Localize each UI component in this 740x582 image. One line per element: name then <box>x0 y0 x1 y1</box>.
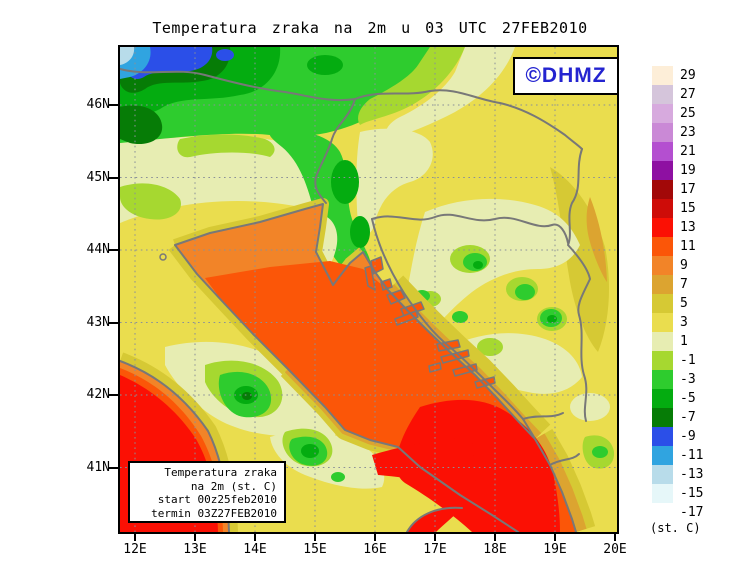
map-plot-area <box>118 45 619 534</box>
legend-label--5: -5 <box>680 390 696 406</box>
legend-swatch-7 <box>652 275 673 294</box>
legend-swatch-11 <box>652 237 673 256</box>
lat-tick-41N <box>109 466 118 469</box>
lon-tick-14E <box>254 534 256 541</box>
lat-tick-42N <box>109 394 118 396</box>
country-borders <box>120 68 591 466</box>
map-title: Temperatura zraka na 2m u 03 UTC 27FEB20… <box>152 19 588 37</box>
legend-swatch-27 <box>652 85 673 104</box>
dhmz-watermark-box: ©DHMZ <box>513 57 619 95</box>
lon-label-16E: 16E <box>363 542 387 557</box>
lat-tick-46N <box>109 104 118 106</box>
legend-swatch--11 <box>652 446 673 465</box>
lon-label-18E: 18E <box>483 542 507 557</box>
legend-swatch-21 <box>652 142 673 161</box>
legend-swatch--13 <box>652 465 673 484</box>
info-box: Temperatura zraka na 2m (st. C) start 00… <box>128 461 286 523</box>
legend-swatch-19 <box>652 161 673 180</box>
temperature-field-map <box>120 47 617 532</box>
legend-label-5: 5 <box>680 295 688 311</box>
info-line-4: termin 03Z27FEB2010 <box>151 506 277 520</box>
lon-tick-13E <box>194 534 196 541</box>
legend-label-7: 7 <box>680 276 688 292</box>
legend-label--11: -11 <box>680 447 704 463</box>
legend-swatch-25 <box>652 104 673 123</box>
legend-label--15: -15 <box>680 485 704 501</box>
legend-label-21: 21 <box>680 143 696 159</box>
legend-label-25: 25 <box>680 105 696 121</box>
lat-label-46N: 46N <box>86 97 110 112</box>
lon-tick-17E <box>434 534 436 541</box>
lon-label-14E: 14E <box>243 542 267 557</box>
lon-label-13E: 13E <box>183 542 207 557</box>
legend-swatch-17 <box>652 180 673 199</box>
legend-label--9: -9 <box>680 428 696 444</box>
legend-label-17: 17 <box>680 181 696 197</box>
legend-swatch--15 <box>652 484 673 503</box>
legend-label--17: -17 <box>680 504 704 520</box>
legend-label--1: -1 <box>680 352 696 368</box>
legend-label-19: 19 <box>680 162 696 178</box>
lon-tick-16E <box>374 534 376 541</box>
legend-swatch-23 <box>652 123 673 142</box>
lon-label-15E: 15E <box>303 542 327 557</box>
lon-label-12E: 12E <box>123 542 147 557</box>
legend-label-13: 13 <box>680 219 696 235</box>
lat-label-44N: 44N <box>86 242 110 257</box>
info-line-2: na 2m (st. C) <box>190 479 277 493</box>
legend-label-27: 27 <box>680 86 696 102</box>
legend-swatch--9 <box>652 427 673 446</box>
legend-label--13: -13 <box>680 466 704 482</box>
lon-label-19E: 19E <box>543 542 567 557</box>
legend-label--7: -7 <box>680 409 696 425</box>
lat-label-41N: 41N <box>86 459 110 475</box>
legend-swatch-15 <box>652 199 673 218</box>
legend-swatch--1 <box>652 351 673 370</box>
legend-label-9: 9 <box>680 257 688 273</box>
dhmz-watermark-label: ©DHMZ <box>525 64 607 87</box>
lat-label-42N: 42N <box>86 387 110 402</box>
legend-unit-label: (st. C) <box>650 521 701 535</box>
lat-label-45N: 45N <box>86 169 110 185</box>
legend-swatch-5 <box>652 294 673 313</box>
info-line-3: start 00z25feb2010 <box>157 493 277 506</box>
legend-label-3: 3 <box>680 314 688 330</box>
legend-swatch-9 <box>652 256 673 275</box>
legend-label-15: 15 <box>680 200 696 216</box>
legend-swatch--3 <box>652 370 673 389</box>
lat-tick-44N <box>109 249 118 251</box>
legend-label-1: 1 <box>680 333 688 349</box>
info-line-1: Temperatura zraka <box>164 466 277 479</box>
lon-label-20E: 20E <box>603 542 627 557</box>
lat-tick-43N <box>109 321 118 324</box>
legend-swatch-3 <box>652 313 673 332</box>
lon-tick-19E <box>554 534 556 541</box>
legend-label-29: 29 <box>680 67 696 83</box>
lon-tick-12E <box>134 534 136 541</box>
legend-label-23: 23 <box>680 124 696 140</box>
lat-tick-45N <box>109 176 118 179</box>
legend-label--3: -3 <box>680 371 696 387</box>
legend-swatch--5 <box>652 389 673 408</box>
legend-swatch-29 <box>652 66 673 85</box>
legend-label-11: 11 <box>680 238 696 254</box>
legend-swatch--17 <box>652 503 673 522</box>
legend-swatch--7 <box>652 408 673 427</box>
legend-swatch-1 <box>652 332 673 351</box>
legend-swatch-13 <box>652 218 673 237</box>
lon-tick-18E <box>494 534 496 541</box>
lon-tick-20E <box>614 534 616 541</box>
color-legend: 29 27 25 23 21 19 17 15 13 11 9 7 5 3 1 -1 -3 -5 -7 -9 -11 -1… <box>652 0 740 582</box>
lat-label-43N: 43N <box>86 314 110 330</box>
lon-label-17E: 17E <box>423 542 447 557</box>
lon-tick-15E <box>314 534 316 541</box>
